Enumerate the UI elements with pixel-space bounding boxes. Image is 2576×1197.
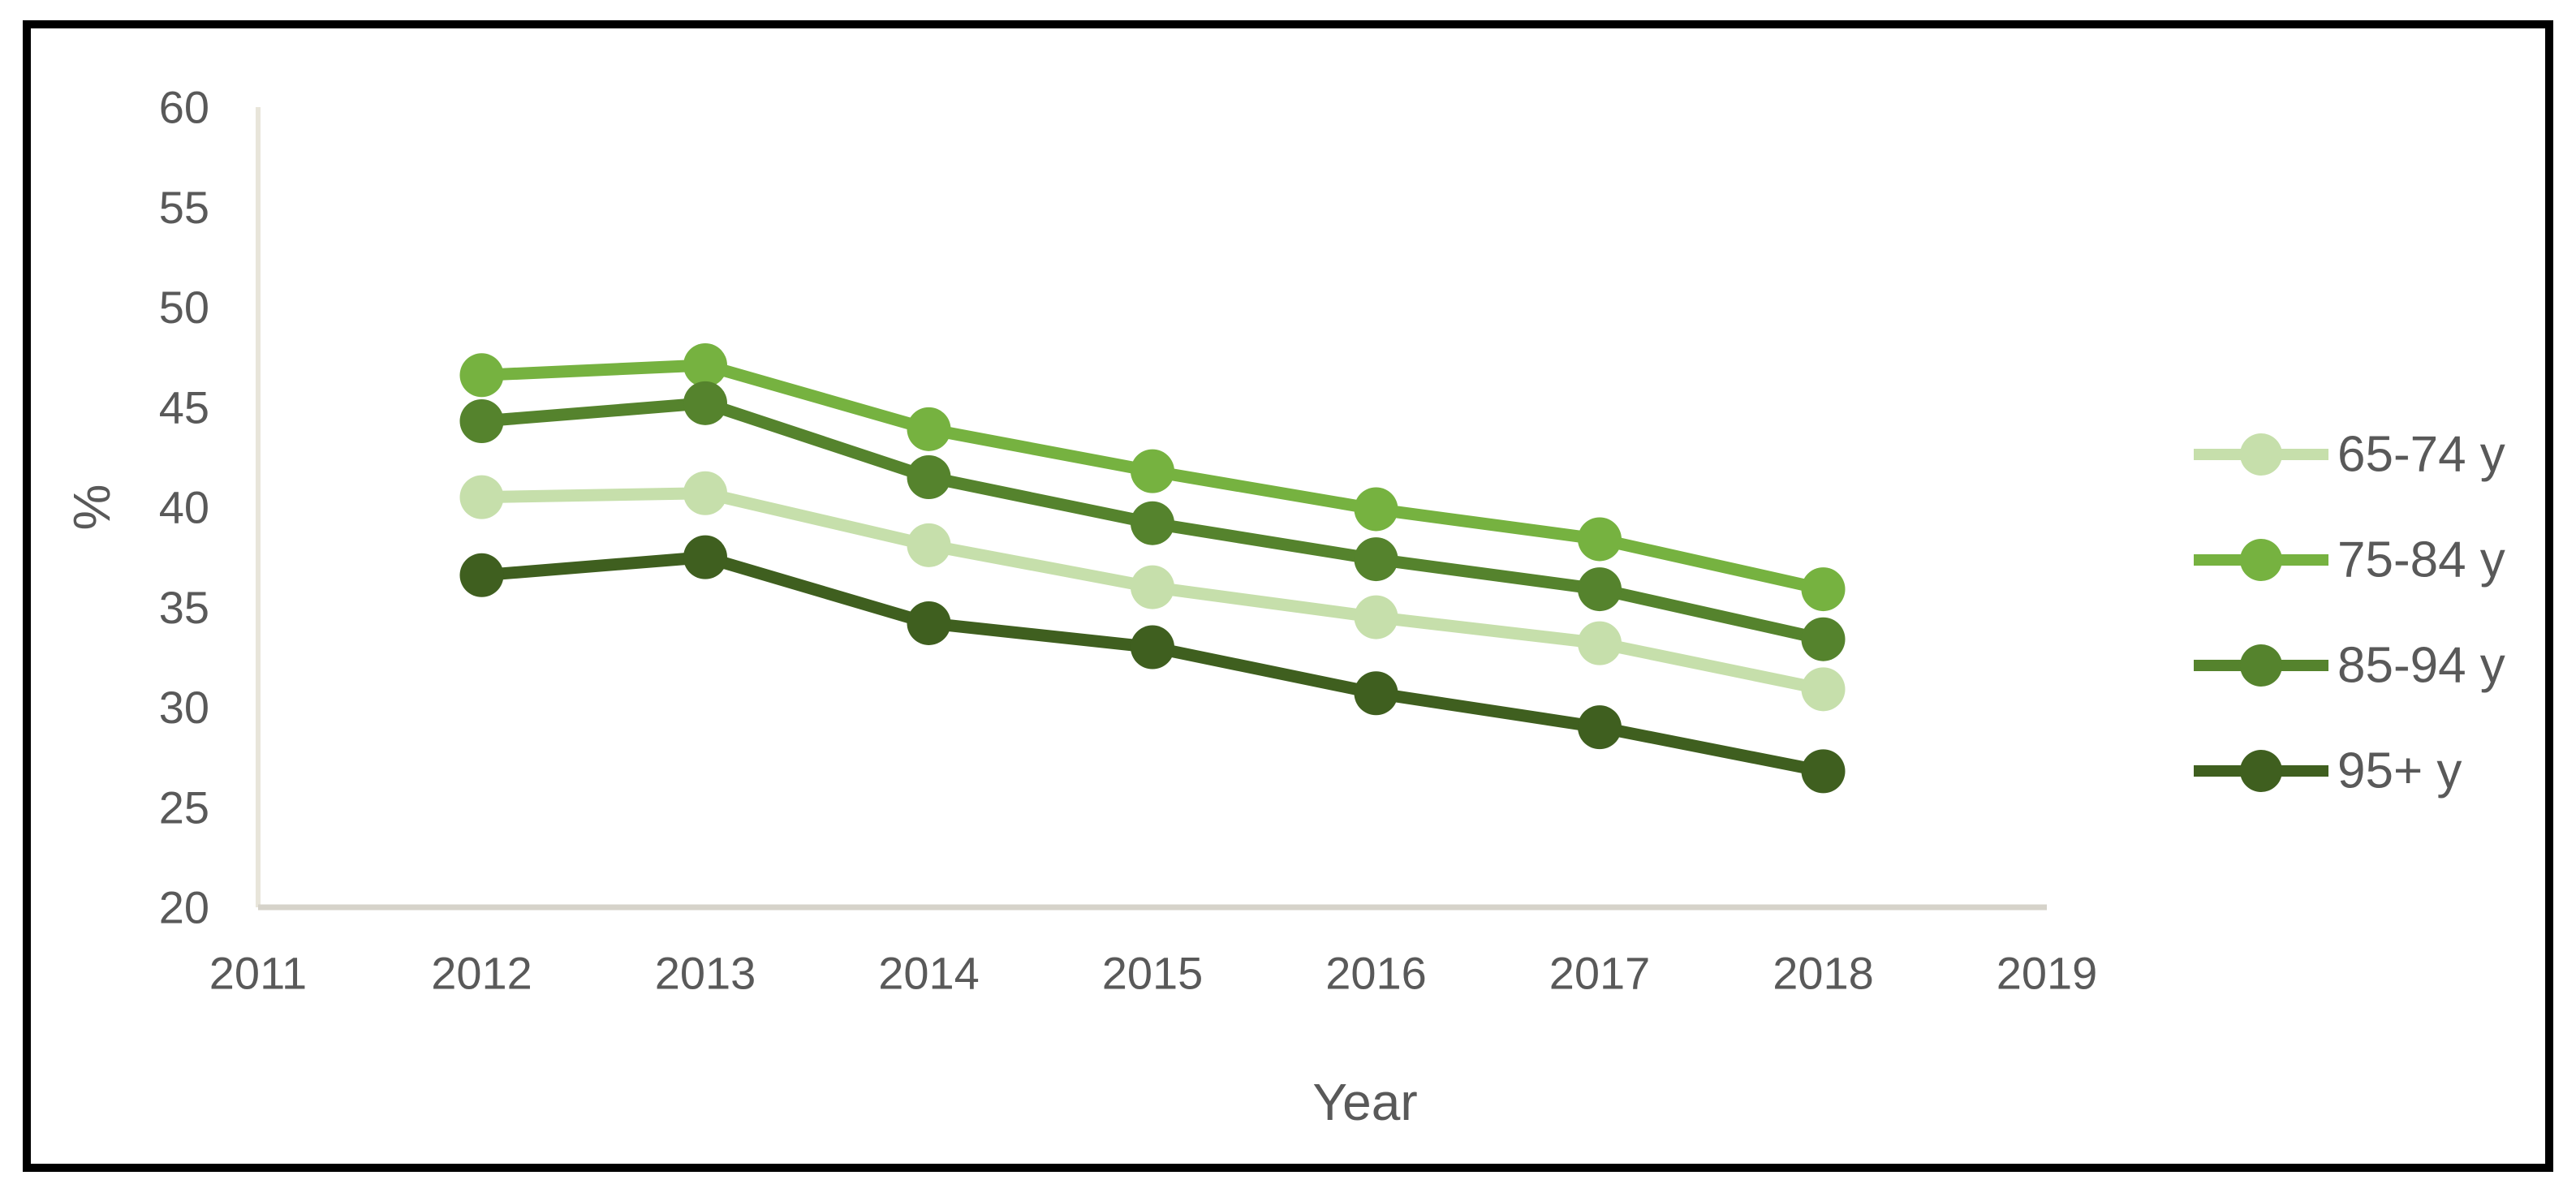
x-tick-label: 2016 — [1325, 948, 1427, 999]
figure-border — [23, 20, 2553, 1172]
x-tick-label: 2017 — [1549, 948, 1651, 999]
legend-label: 85-94 y — [2337, 638, 2505, 694]
data-point-marker — [907, 407, 951, 451]
legend-label: 65-74 y — [2337, 427, 2505, 483]
data-point-marker — [683, 381, 727, 425]
x-tick-label: 2012 — [431, 948, 532, 999]
data-point-marker — [907, 601, 951, 645]
x-tick-label: 2018 — [1773, 948, 1874, 999]
y-tick-label: 45 — [159, 381, 209, 433]
data-point-marker — [1578, 705, 1622, 750]
data-point-marker — [1801, 667, 1846, 712]
y-tick-label: 55 — [159, 182, 209, 233]
data-point-marker — [459, 475, 504, 519]
data-point-marker — [1354, 595, 1398, 639]
x-tick-label: 2013 — [655, 948, 756, 999]
legend-label: 95+ y — [2337, 743, 2462, 799]
data-point-marker — [1578, 567, 1622, 612]
data-point-marker — [459, 353, 504, 398]
data-point-marker — [1131, 449, 1174, 493]
x-axis-title: Year — [1312, 1073, 1417, 1131]
data-point-marker — [1354, 537, 1398, 582]
legend-marker-swatch — [2240, 644, 2282, 687]
data-point-marker — [683, 535, 727, 579]
data-point-marker — [1801, 567, 1846, 612]
data-point-marker — [1354, 671, 1398, 716]
y-tick-label: 50 — [159, 282, 209, 333]
data-point-marker — [1131, 565, 1174, 609]
data-point-marker — [459, 399, 504, 444]
data-point-marker — [683, 342, 727, 387]
x-tick-label: 2015 — [1102, 948, 1204, 999]
data-point-marker — [1578, 517, 1622, 562]
y-tick-label: 40 — [159, 482, 209, 533]
data-point-marker — [683, 471, 727, 515]
legend-marker-swatch — [2240, 433, 2282, 476]
data-point-marker — [1578, 621, 1622, 665]
y-axis-title: % — [62, 484, 121, 531]
x-tick-label: 2019 — [1997, 948, 2098, 999]
data-point-marker — [907, 523, 951, 567]
legend-label: 75-84 y — [2337, 532, 2505, 588]
data-point-marker — [1801, 617, 1846, 661]
legend-marker-swatch — [2240, 750, 2282, 792]
y-tick-label: 25 — [159, 781, 209, 833]
data-point-marker — [907, 455, 951, 500]
data-point-marker — [1354, 487, 1398, 532]
data-point-marker — [1801, 749, 1846, 794]
x-tick-label: 2014 — [878, 948, 980, 999]
y-tick-label: 20 — [159, 882, 209, 933]
data-point-marker — [1131, 625, 1174, 670]
data-point-marker — [459, 553, 504, 597]
data-point-marker — [1131, 501, 1174, 545]
y-tick-label: 60 — [159, 82, 209, 133]
x-tick-label: 2011 — [209, 948, 307, 999]
y-tick-label: 35 — [159, 582, 209, 633]
legend-marker-swatch — [2240, 539, 2282, 581]
y-tick-label: 30 — [159, 682, 209, 733]
